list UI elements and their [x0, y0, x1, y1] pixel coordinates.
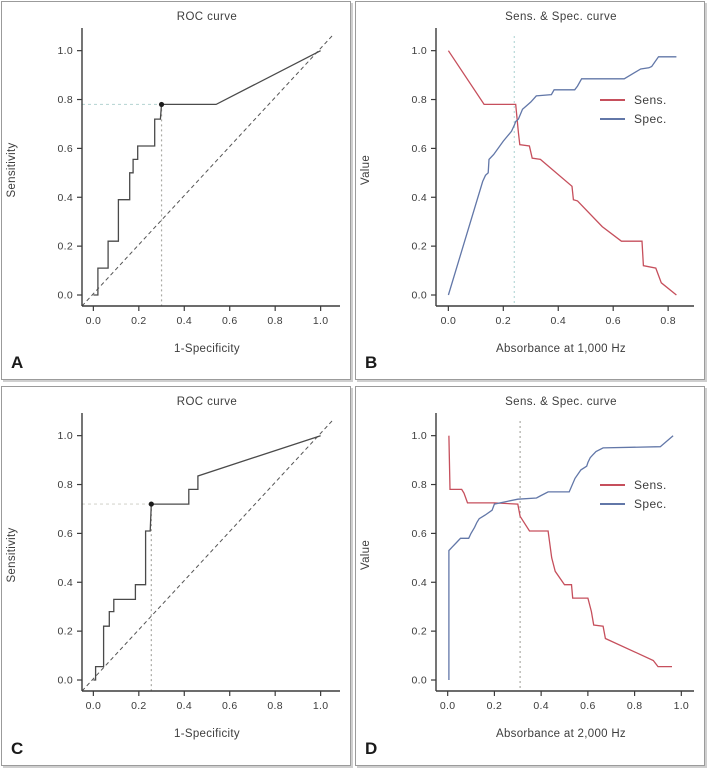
svg-text:0.8: 0.8: [58, 479, 74, 491]
svg-text:0.2: 0.2: [487, 700, 503, 712]
chart-canvas: 0.0 0.2 0.4 0.6 0.8 1.0 0.0 0.2 0.4 0.6 0.8 1.0: [412, 413, 694, 712]
svg-text:0.4: 0.4: [58, 577, 74, 589]
svg-text:0.0: 0.0: [86, 700, 102, 712]
chart-title: ROC curve: [176, 11, 238, 23]
svg-text:0.2: 0.2: [58, 626, 74, 638]
svg-text:0.8: 0.8: [267, 315, 283, 327]
svg-text:0.0: 0.0: [412, 290, 428, 302]
panel-letter: B: [365, 353, 378, 372]
panel-letter: D: [365, 739, 378, 758]
svg-text:0.2: 0.2: [58, 241, 74, 253]
x-axis-label: 1-Specificity: [174, 728, 240, 740]
chart-title: Sens. & Spec. curve: [505, 11, 617, 23]
svg-text:1.0: 1.0: [58, 430, 74, 442]
chart-canvas: 0.0 0.2 0.4 0.6 0.8 0.0 0.2 0.4 0.6 0.8 1.0: [412, 28, 694, 327]
svg-text:0.2: 0.2: [412, 626, 428, 638]
panel-roc-2000hz: ROC curve Sensitivity 0.0 0.2 0.4 0.6 0.8 1.0…: [1, 386, 351, 766]
svg-text:0.6: 0.6: [412, 143, 428, 155]
panel-sens-spec-1000hz: Sens. & Spec. curve Value 0.0 0.2 0.4 0.6 0.…: [355, 1, 705, 380]
legend-item-sens: Sens.: [600, 478, 667, 492]
svg-text:0.8: 0.8: [267, 700, 283, 712]
x-axis-label: 1-Specificity: [174, 343, 240, 355]
legend: Sens. Spec.: [596, 471, 671, 518]
svg-text:0.2: 0.2: [496, 315, 512, 327]
chart-title: Sens. & Spec. curve: [505, 396, 617, 408]
sens-line-swatch-icon: [600, 484, 625, 486]
chart-title: ROC curve: [176, 396, 238, 408]
legend-label: Sens.: [634, 478, 667, 492]
legend-label: Sens.: [634, 93, 667, 107]
svg-text:0.6: 0.6: [412, 528, 428, 540]
svg-text:0.6: 0.6: [222, 700, 238, 712]
svg-text:0.0: 0.0: [58, 675, 74, 687]
svg-text:0.8: 0.8: [627, 700, 643, 712]
svg-text:0.4: 0.4: [58, 192, 74, 204]
svg-text:0.2: 0.2: [412, 241, 428, 253]
svg-text:1.0: 1.0: [674, 700, 690, 712]
svg-text:0.0: 0.0: [440, 700, 456, 712]
svg-text:1.0: 1.0: [58, 45, 74, 57]
legend-item-spec: Spec.: [600, 497, 667, 511]
svg-text:1.0: 1.0: [412, 430, 428, 442]
x-axis-label: Absorbance at 2,000 Hz: [496, 728, 626, 740]
spec-line-swatch-icon: [600, 503, 625, 505]
svg-text:0.4: 0.4: [412, 577, 428, 589]
panel-letter: A: [11, 353, 24, 372]
legend-item-sens: Sens.: [600, 93, 667, 107]
svg-text:0.6: 0.6: [580, 700, 596, 712]
svg-text:1.0: 1.0: [412, 45, 428, 57]
svg-text:0.0: 0.0: [58, 290, 74, 302]
sens-line-swatch-icon: [600, 99, 625, 101]
legend-item-spec: Spec.: [600, 112, 667, 126]
svg-text:0.6: 0.6: [605, 315, 621, 327]
svg-text:0.0: 0.0: [412, 675, 428, 687]
panel-roc-1000hz: ROC curve Sensitivity 0.0 0.2 0.4 0.6 0.8 1.0…: [1, 1, 351, 380]
spec-line-swatch-icon: [600, 118, 625, 120]
chart-canvas: 0.0 0.2 0.4 0.6 0.8 1.0 0.0 0.2 0.4 0.6 0.8 1.0: [58, 413, 340, 712]
panel-letter: C: [11, 739, 24, 758]
svg-text:0.6: 0.6: [222, 315, 238, 327]
svg-text:0.4: 0.4: [177, 315, 193, 327]
svg-text:0.2: 0.2: [131, 700, 147, 712]
svg-text:0.6: 0.6: [58, 143, 74, 155]
svg-text:0.4: 0.4: [533, 700, 549, 712]
svg-text:0.8: 0.8: [412, 94, 428, 106]
svg-text:0.4: 0.4: [177, 700, 193, 712]
svg-text:0.0: 0.0: [441, 315, 457, 327]
svg-text:0.4: 0.4: [412, 192, 428, 204]
x-axis-label: Absorbance at 1,000 Hz: [496, 343, 626, 355]
svg-text:1.0: 1.0: [313, 700, 329, 712]
svg-text:0.8: 0.8: [58, 94, 74, 106]
legend-label: Spec.: [634, 112, 667, 126]
panel-sens-spec-2000hz: Sens. & Spec. curve Value 0.0 0.2 0.4 0.6 0.…: [355, 386, 705, 766]
svg-text:0.0: 0.0: [86, 315, 102, 327]
svg-text:0.8: 0.8: [412, 479, 428, 491]
legend-label: Spec.: [634, 497, 667, 511]
svg-text:0.6: 0.6: [58, 528, 74, 540]
svg-text:1.0: 1.0: [313, 315, 329, 327]
svg-text:0.8: 0.8: [660, 315, 676, 327]
legend: Sens. Spec.: [596, 86, 671, 133]
chart-canvas: 0.0 0.2 0.4 0.6 0.8 1.0 0.0 0.2 0.4 0.6 0.8 1.0: [58, 28, 340, 327]
svg-text:0.2: 0.2: [131, 315, 147, 327]
svg-text:0.4: 0.4: [551, 315, 567, 327]
